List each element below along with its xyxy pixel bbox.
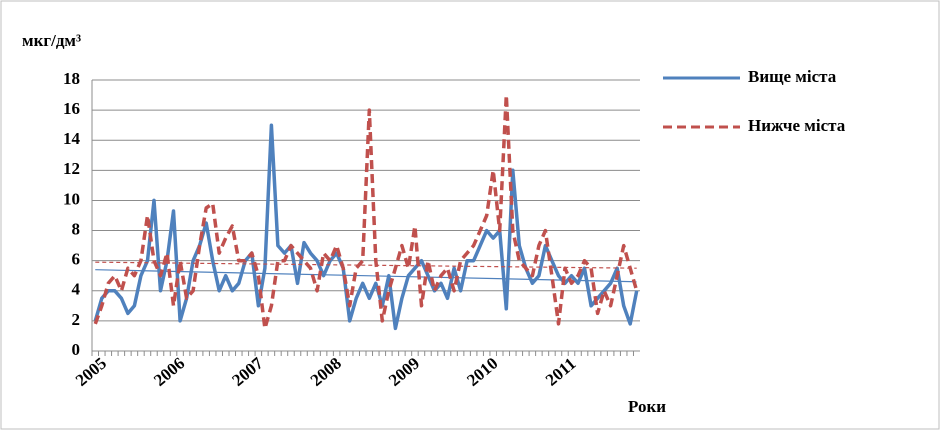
y-tick-label: 16 — [63, 99, 80, 118]
y-tick-label: 8 — [72, 219, 81, 238]
y-axis-label: мкг/дм³ — [22, 31, 81, 50]
series-line — [93, 123, 639, 331]
legend-label: Вище міста — [748, 67, 837, 86]
y-tick-label: 14 — [63, 129, 81, 148]
x-axis-label: Роки — [628, 397, 666, 416]
trend-line — [95, 269, 637, 283]
legend-label: Нижче міста — [748, 116, 846, 135]
y-tick-label: 12 — [63, 159, 80, 178]
y-tick-label: 0 — [72, 340, 81, 359]
y-tick-label: 10 — [63, 189, 80, 208]
y-tick-label: 18 — [63, 69, 80, 88]
y-tick-label: 6 — [72, 250, 81, 269]
y-tick-label: 4 — [72, 280, 81, 299]
trend-line — [95, 261, 637, 269]
series-line — [93, 93, 639, 331]
y-tick-label: 2 — [72, 310, 81, 329]
